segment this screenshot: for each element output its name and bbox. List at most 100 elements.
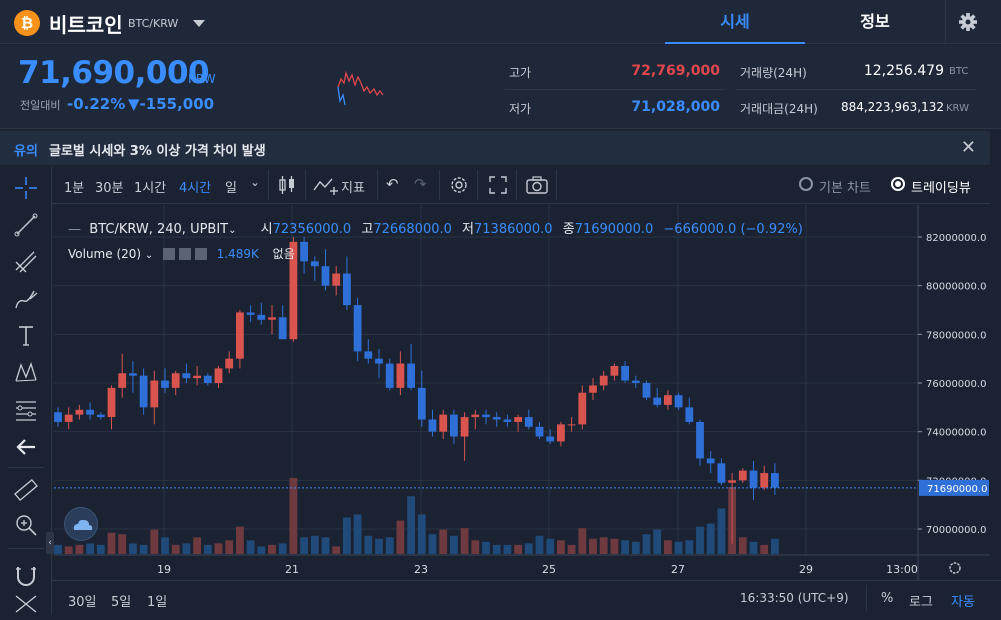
price-unit: KRW <box>188 72 216 86</box>
ruler-icon[interactable] <box>12 476 40 504</box>
candle-body <box>118 373 127 388</box>
chart-settings-icon[interactable] <box>448 174 470 196</box>
volume-bar <box>236 526 244 554</box>
interval-day[interactable]: 일 <box>225 181 237 196</box>
brush-icon[interactable] <box>12 285 40 313</box>
candle-body <box>64 414 73 422</box>
volume-bar <box>225 540 234 554</box>
fibonacci-icon[interactable] <box>12 396 40 424</box>
volume-bar <box>471 540 480 554</box>
clock-text[interactable]: 16:33:50 (UTC+9) <box>740 591 849 605</box>
undo-icon[interactable]: ↶ <box>386 175 399 193</box>
trendline-icon[interactable] <box>12 211 40 239</box>
candle-body <box>278 317 287 340</box>
eye-icon[interactable] <box>163 248 176 260</box>
camera-icon[interactable] <box>525 174 549 196</box>
tradingview-logo[interactable] <box>64 507 98 541</box>
candle-body <box>375 358 383 364</box>
pitchfork-icon[interactable] <box>12 248 40 276</box>
basic-chart-label[interactable]: 기본 차트 <box>819 181 871 196</box>
candle-body <box>450 414 458 437</box>
candle-body <box>728 480 736 483</box>
legend-symbol[interactable]: BTC/KRW, 240, UPBIT <box>89 222 229 237</box>
change-amount: ▼-155,000 <box>128 95 215 113</box>
candle-body <box>642 383 651 398</box>
volume-bar <box>171 544 180 554</box>
candle-body <box>749 470 758 488</box>
interval-1m[interactable]: 1분 <box>64 181 85 196</box>
text-icon[interactable] <box>12 322 40 350</box>
volume-bar <box>557 540 565 554</box>
price-tick-label: 82000000.0 <box>926 233 986 244</box>
volume-bar <box>610 538 619 554</box>
legend-low-value: 71386000.0 <box>474 222 553 237</box>
indicator-button[interactable]: 지표 <box>341 181 365 196</box>
axis-settings-icon[interactable] <box>949 562 961 574</box>
candle-body <box>674 395 683 408</box>
low-label: 저가 <box>509 102 532 116</box>
candle-body <box>428 419 437 432</box>
chart-toolbar: 1분 30분 1시간 4시간 일 ⌄ 지표 ↶ ↷ 기본 차트 트레이딩뷰 <box>0 166 990 204</box>
prev-day-label: 전일대비 <box>20 99 61 112</box>
interval-1h[interactable]: 1시간 <box>134 181 167 196</box>
notice-text: 글로벌 시세와 3% 이상 가격 차이 발생 <box>49 144 266 159</box>
range-5d[interactable]: 5일 <box>111 595 132 610</box>
chevron-down-icon[interactable]: ⌄ <box>144 250 154 261</box>
volume-bar <box>492 544 501 554</box>
volume-bar <box>738 537 747 554</box>
volume-unit: BTC <box>949 66 969 77</box>
range-30d[interactable]: 30일 <box>68 595 97 610</box>
divider <box>8 548 44 549</box>
chevron-up-icon[interactable]: — <box>68 222 86 237</box>
arrow-left-icon[interactable] <box>12 433 40 461</box>
time-tick-label: 21 <box>285 563 299 576</box>
time-tick-label: 23 <box>414 563 428 576</box>
crosshair-icon[interactable] <box>12 174 40 202</box>
volume-bar <box>257 546 266 554</box>
log-toggle[interactable]: 로그 <box>909 595 933 610</box>
candle-body <box>514 417 522 422</box>
auto-toggle[interactable]: 자동 <box>951 595 975 610</box>
tab-info[interactable]: 정보 <box>860 12 890 31</box>
candle-body <box>54 412 62 422</box>
redo-icon[interactable]: ↷ <box>414 175 427 193</box>
interval-30m[interactable]: 30분 <box>95 181 124 196</box>
percent-toggle[interactable]: % <box>881 591 894 606</box>
tab-quote[interactable]: 시세 <box>665 0 805 44</box>
volume-bar <box>428 534 437 554</box>
magnet-icon[interactable] <box>12 561 40 589</box>
interval-4h[interactable]: 4시간 <box>179 181 212 196</box>
tradingview-label[interactable]: 트레이딩뷰 <box>911 181 971 196</box>
coin-name[interactable]: 비트코인 <box>49 13 123 37</box>
legend-change: −666000.0 (−0.92%) <box>663 222 803 237</box>
volume-bar <box>717 508 726 554</box>
chevron-down-icon[interactable]: ⌄ <box>228 225 237 236</box>
volume-bar <box>75 544 84 554</box>
close-icon[interactable] <box>194 248 207 260</box>
candle-type-icon[interactable] <box>276 174 298 196</box>
volume-label: 거래량(24H) <box>740 66 807 80</box>
fullscreen-icon[interactable] <box>487 174 509 196</box>
candle-body <box>300 241 308 262</box>
candle-body <box>289 241 298 340</box>
settings-button[interactable] <box>945 0 991 44</box>
candle-body <box>332 273 341 286</box>
range-1d[interactable]: 1일 <box>147 595 168 610</box>
collapse-toolbar-button[interactable]: ‹ <box>46 532 54 554</box>
volume-bar <box>706 523 715 554</box>
volume-study-label[interactable]: Volume (20) <box>68 247 142 261</box>
amount-value: 884,223,963,132 <box>840 100 944 114</box>
lock-drawings-icon[interactable] <box>12 592 40 620</box>
indicator-icon[interactable] <box>312 174 340 196</box>
zoom-in-icon[interactable] <box>12 511 40 539</box>
divider <box>268 170 269 200</box>
close-icon[interactable]: ✕ <box>960 137 976 158</box>
price-tick-label: 76000000.0 <box>926 379 986 390</box>
gear-icon[interactable] <box>178 248 191 260</box>
chevron-down-icon[interactable]: ⌄ <box>250 175 261 189</box>
radio-basic-chart[interactable] <box>799 177 813 191</box>
pattern-icon[interactable] <box>12 359 40 387</box>
chevron-down-icon[interactable] <box>193 20 205 27</box>
radio-tradingview[interactable] <box>891 177 905 191</box>
